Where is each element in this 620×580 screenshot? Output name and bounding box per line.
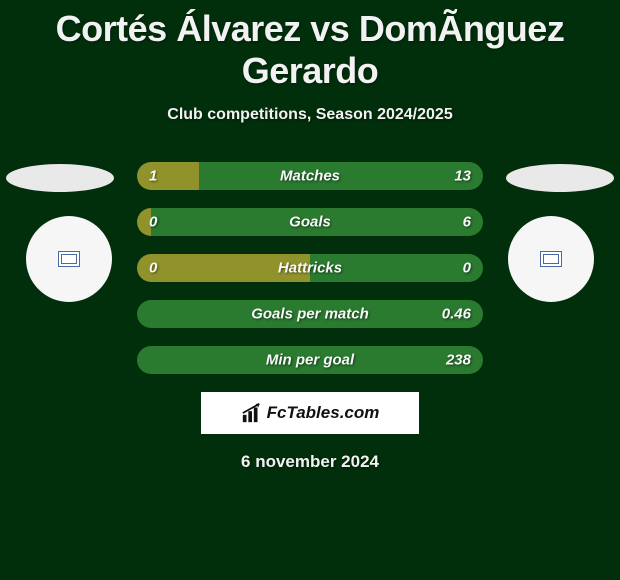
stat-bar: Hattricks 0 0 <box>137 254 483 282</box>
flag-right-icon <box>540 251 562 267</box>
bar-value-left: 0 <box>149 214 157 231</box>
date-text: 6 november 2024 <box>0 452 620 472</box>
brand-text: FcTables.com <box>267 403 380 423</box>
bar-left-fill <box>137 162 199 190</box>
bar-value-right: 6 <box>463 214 471 231</box>
bar-value-left: 1 <box>149 168 157 185</box>
team-right-oval <box>506 164 614 192</box>
bar-label: Hattricks <box>278 260 342 277</box>
bar-label: Matches <box>280 168 340 185</box>
player-left-circle <box>26 216 112 302</box>
chart-content: Matches 1 13 Goals 0 6 Hattricks 0 0 Goals per ma… <box>0 162 620 472</box>
brand-badge: FcTables.com <box>201 392 419 434</box>
bar-value-right: 0.46 <box>442 306 471 323</box>
bars-chart-icon <box>241 402 263 424</box>
bar-label: Goals <box>289 214 331 231</box>
bar-value-right: 0 <box>463 260 471 277</box>
bar-value-right: 238 <box>446 352 471 369</box>
page-title: Cortés Álvarez vs DomÃ­nguez Gerardo <box>0 0 620 92</box>
player-right-circle <box>508 216 594 302</box>
stat-bar: Goals 0 6 <box>137 208 483 236</box>
stat-bar: Min per goal 238 <box>137 346 483 374</box>
bar-label: Min per goal <box>266 352 354 369</box>
stat-bar: Goals per match 0.46 <box>137 300 483 328</box>
subtitle: Club competitions, Season 2024/2025 <box>0 106 620 124</box>
bar-value-left: 0 <box>149 260 157 277</box>
flag-left-icon <box>58 251 80 267</box>
bar-label: Goals per match <box>251 306 369 323</box>
bar-value-right: 13 <box>454 168 471 185</box>
team-left-oval <box>6 164 114 192</box>
stat-bar: Matches 1 13 <box>137 162 483 190</box>
stat-bars: Matches 1 13 Goals 0 6 Hattricks 0 0 Goals per ma… <box>137 162 483 374</box>
bar-right-fill <box>199 162 483 190</box>
